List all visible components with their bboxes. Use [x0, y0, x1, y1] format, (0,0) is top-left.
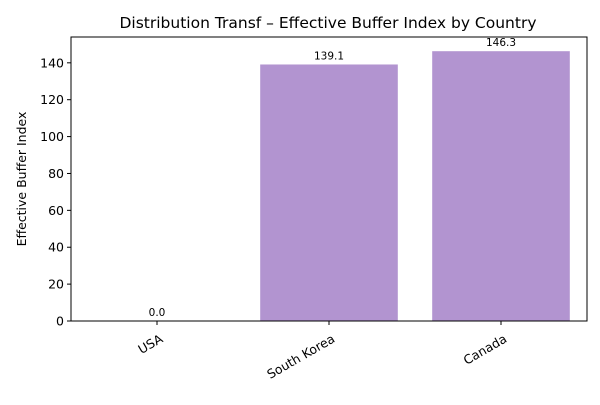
data-label-2: 146.3 — [486, 37, 516, 49]
y-tick-label-6: 120 — [40, 92, 64, 107]
y-tick-label-3: 60 — [48, 203, 64, 218]
y-axis-label: Effective Buffer Index — [14, 112, 29, 247]
y-tick-label-7: 140 — [40, 55, 64, 70]
y-tick-label-1: 20 — [48, 277, 64, 292]
chart-title: Distribution Transf – Effective Buffer I… — [119, 14, 536, 32]
plot-area: 0.0 139.1 146.3 0 20 40 60 80 100 120 140 USA South … — [40, 36, 588, 382]
data-label-0: 0.0 — [149, 307, 166, 319]
y-tick-label-2: 40 — [48, 240, 64, 255]
bar-2 — [432, 51, 570, 321]
y-tick-label-5: 100 — [40, 129, 64, 144]
x-tick-label-1: South Korea — [264, 331, 337, 382]
y-tick-label-0: 0 — [56, 314, 64, 329]
y-tick-label-4: 80 — [48, 166, 64, 181]
x-tick-label-2: Canada — [461, 331, 510, 368]
data-label-1: 139.1 — [314, 50, 344, 62]
bar-1 — [260, 64, 398, 322]
x-tick-label-0: USA — [135, 331, 165, 357]
